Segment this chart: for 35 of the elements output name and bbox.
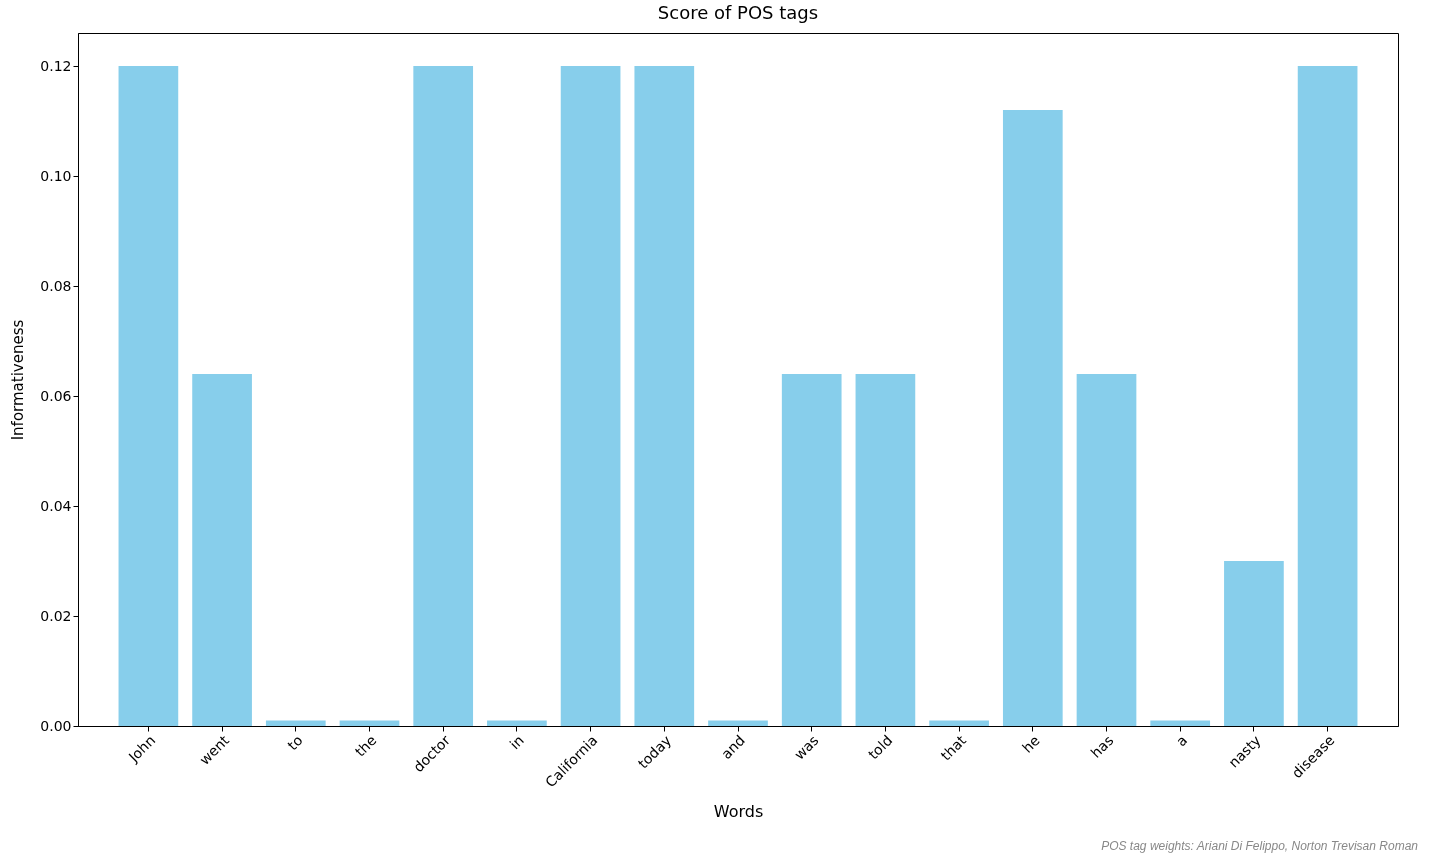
y-tick-label: 0.06: [40, 387, 72, 404]
x-tick-label: a: [1172, 732, 1191, 750]
x-tick-label: in: [506, 732, 527, 753]
bar: [634, 66, 695, 726]
y-tick-label: 0.08: [40, 277, 72, 294]
y-axis-title: Informativeness: [9, 319, 28, 441]
bar: [855, 374, 916, 726]
bar: [413, 66, 474, 726]
bar: [487, 720, 547, 726]
bar: [1297, 66, 1358, 726]
bar: [192, 374, 252, 726]
bar: [708, 720, 768, 726]
bar: [781, 374, 842, 726]
bar: [1076, 374, 1137, 726]
text: POS tag weights: Ariani Di Felippo, Norton Trevisan Roman: [1101, 839, 1419, 853]
x-axis-title: Words: [713, 802, 764, 822]
x-tick-label: the: [351, 732, 380, 760]
bar: [560, 66, 621, 726]
x-tick-label: has: [1087, 732, 1117, 761]
x-tick-label: he: [1019, 732, 1043, 756]
bar: [1002, 110, 1063, 726]
bar: [265, 720, 326, 726]
chart-title: Score of POS tags: [657, 2, 819, 23]
y-tick-label: 0.12: [40, 57, 72, 74]
bar: [339, 720, 400, 726]
y-tick-label: 0.10: [40, 167, 72, 184]
bar: [1150, 720, 1211, 726]
x-tick-label: to: [284, 732, 306, 754]
bar: [929, 720, 989, 726]
y-tick-label: 0.00: [40, 717, 72, 734]
bar: [1224, 561, 1284, 726]
bar: [118, 66, 179, 726]
y-tick-label: 0.04: [40, 497, 72, 514]
x-tick-label: was: [790, 732, 822, 763]
y-tick-label: 0.02: [40, 607, 72, 624]
